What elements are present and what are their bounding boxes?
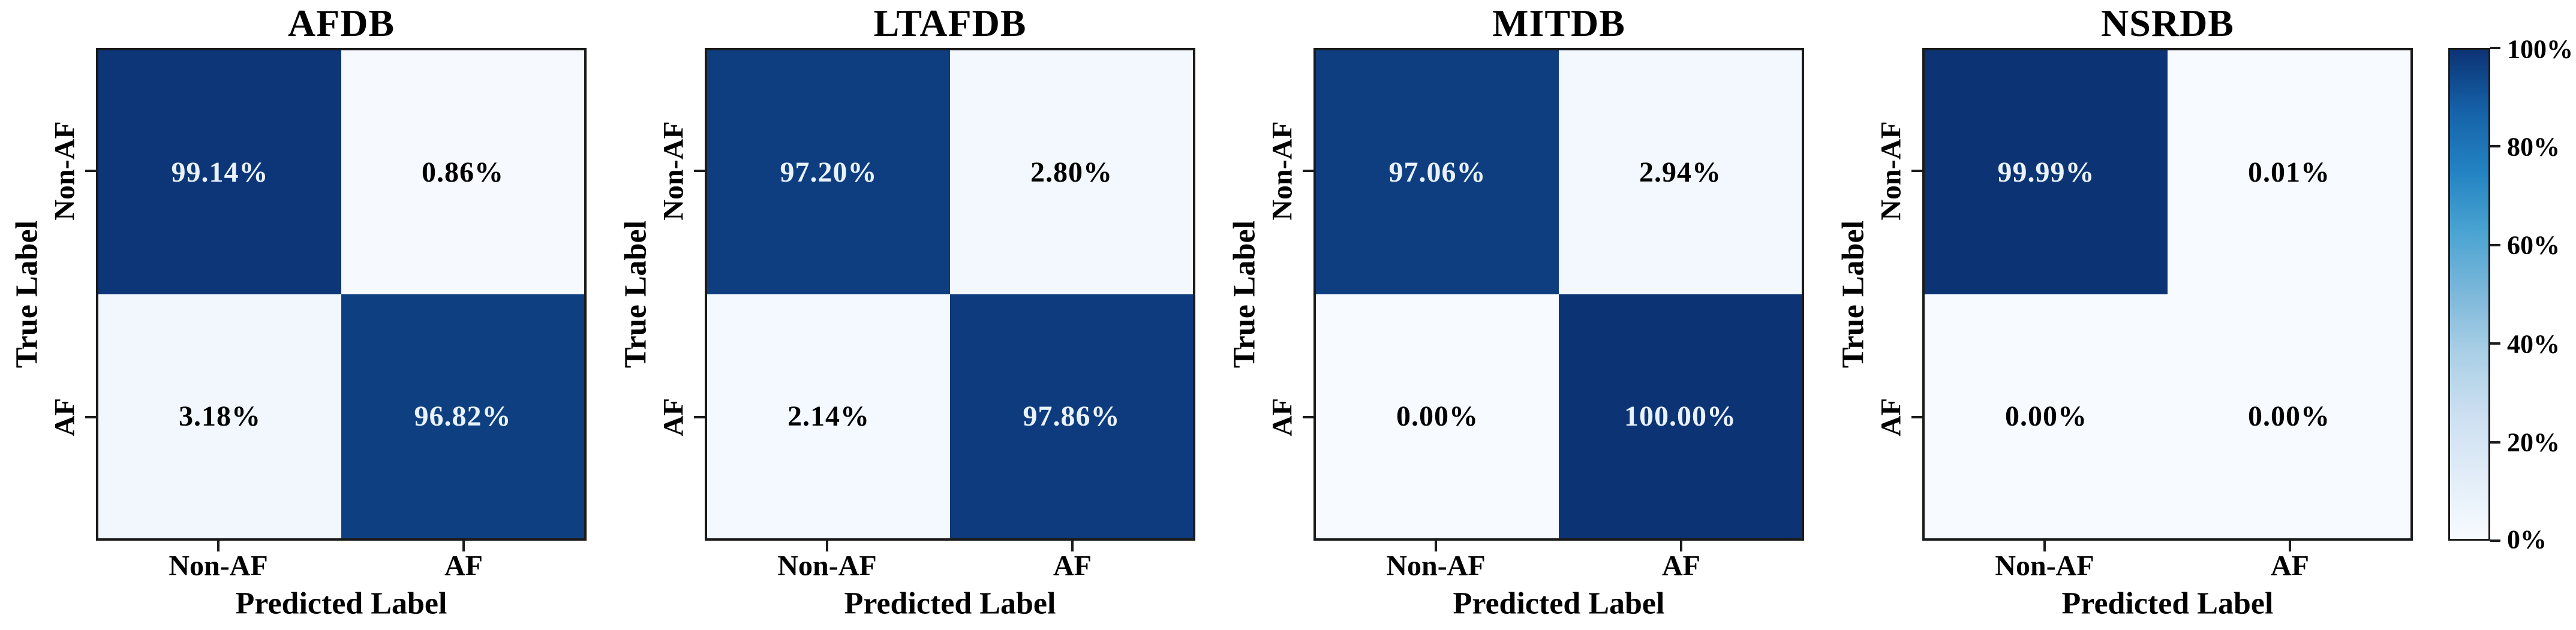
matrix-cell-true-nonaf-pred-nonaf: 99.14% [98,50,341,294]
matrix-cell-true-af-pred-af: 100.00% [1559,294,1802,538]
tick-mark [1680,541,1682,551]
heatmap-grid: 97.20% 2.80% 2.14% 97.86% [705,48,1195,541]
matrix-cell-true-af-pred-nonaf: 0.00% [1316,294,1559,538]
matrix-cell-true-af-pred-nonaf: 0.00% [1925,294,2168,538]
colorbar-tick-label: 40% [2507,329,2560,359]
tick-mark [217,541,220,551]
y-axis-label: True Label [1836,220,1871,369]
matrix-cell-true-nonaf-pred-nonaf: 97.20% [707,50,950,294]
x-tick-label-non-af: Non-AF [169,550,268,582]
colorbar-tick-label: 60% [2507,230,2560,260]
colorbar-tick-label: 0% [2507,525,2547,554]
matrix-cell-true-nonaf-pred-af: 2.94% [1559,50,1802,294]
tick-mark [1911,170,1922,172]
x-tick-label-non-af: Non-AF [777,550,877,582]
matrix-cell-true-nonaf-pred-af: 2.80% [950,50,1193,294]
tick-mark [85,170,96,172]
matrix-cell-true-af-pred-nonaf: 3.18% [98,294,341,538]
tick-mark [2490,145,2500,147]
y-tick-label-af: AF [1875,398,1907,436]
tick-mark [1911,416,1922,418]
tick-mark [2490,441,2500,444]
matrix-cell-true-nonaf-pred-nonaf: 99.99% [1925,50,2168,294]
heatmap-grid: 97.06% 2.94% 0.00% 100.00% [1313,48,1804,541]
matrix-cell-true-af-pred-nonaf: 2.14% [707,294,950,538]
tick-mark [2490,244,2500,246]
x-tick-label-af: AF [2271,550,2309,582]
tick-mark [2043,541,2046,551]
panel-title: MITDB [1492,2,1625,44]
colorbar-gradient [2450,50,2488,539]
matrix-cell-true-nonaf-pred-af: 0.01% [2168,50,2410,294]
tick-mark [694,416,705,418]
x-tick-label-af: AF [1662,550,1700,582]
matrix-cell-true-nonaf-pred-af: 0.86% [341,50,584,294]
colorbar-tick-label: 100% [2507,34,2573,64]
panel-title: LTAFDB [873,2,1027,44]
x-tick-label-af: AF [1053,550,1092,582]
x-tick-label-af: AF [444,550,483,582]
matrix-cell-true-af-pred-af: 0.00% [2168,294,2410,538]
heatmap-grid: 99.99% 0.01% 0.00% 0.00% [1922,48,2413,541]
matrix-cell-true-af-pred-af: 97.86% [950,294,1193,538]
tick-mark [462,541,465,551]
colorbar [2448,48,2490,541]
x-axis-label: Predicted Label [2061,586,2274,621]
tick-mark [2490,539,2500,542]
x-tick-label-non-af: Non-AF [1995,550,2094,582]
matrix-cell-true-af-pred-af: 96.82% [341,294,584,538]
heatmap-grid: 99.14% 0.86% 3.18% 96.82% [96,48,587,541]
tick-mark [826,541,828,551]
tick-mark [1435,541,1437,551]
tick-mark [2490,342,2500,345]
panel-title: AFDB [287,2,395,44]
x-axis-label: Predicted Label [844,586,1056,621]
tick-mark [2490,47,2500,49]
matrix-cell-true-nonaf-pred-nonaf: 97.06% [1316,50,1559,294]
tick-mark [1303,170,1313,172]
tick-mark [1071,541,1074,551]
colorbar-tick-label: 20% [2507,427,2560,457]
tick-mark [2289,541,2291,551]
colorbar-tick-label: 80% [2507,132,2560,162]
tick-mark [694,170,705,172]
panel-title: NSRDB [2101,2,2234,44]
tick-mark [85,416,96,418]
x-tick-label-non-af: Non-AF [1386,550,1486,582]
x-axis-label: Predicted Label [1453,586,1665,621]
x-axis-label: Predicted Label [235,586,447,621]
tick-mark [1303,416,1313,418]
y-tick-label-non-af: Non-AF [1875,121,1907,221]
